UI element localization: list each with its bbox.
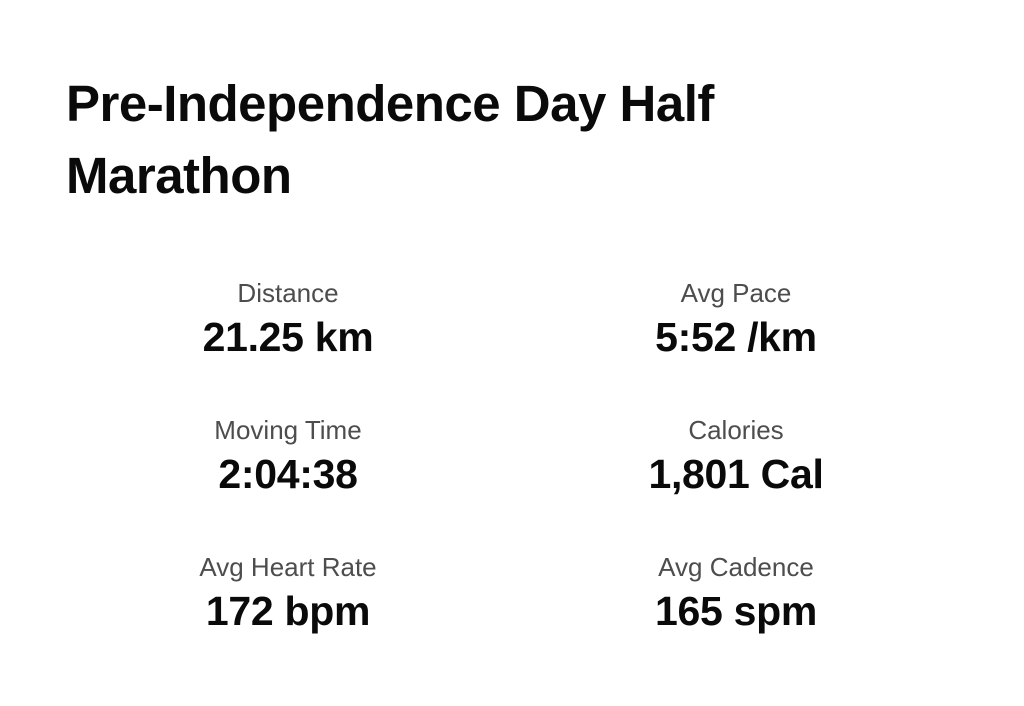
stat-value: 21.25 km xyxy=(202,314,374,360)
stat-avg-cadence: Avg Cadence 165 spm xyxy=(513,550,959,687)
stat-avg-heart-rate: Avg Heart Rate 172 bpm xyxy=(63,550,513,687)
stat-label: Moving Time xyxy=(214,415,362,445)
stat-avg-pace: Avg Pace 5:52 /km xyxy=(513,276,959,413)
stat-label: Avg Heart Rate xyxy=(199,552,377,582)
stat-label: Distance xyxy=(237,278,339,308)
stat-calories: Calories 1,801 Cal xyxy=(513,413,959,550)
stat-value: 1,801 Cal xyxy=(648,451,824,497)
stat-moving-time: Moving Time 2:04:38 xyxy=(63,413,513,550)
stat-label: Avg Cadence xyxy=(658,552,814,582)
stats-grid: Distance 21.25 km Avg Pace 5:52 /km Movi… xyxy=(63,276,959,687)
activity-title: Pre-Independence Day Half Marathon xyxy=(66,75,714,204)
stat-value: 172 bpm xyxy=(205,588,371,634)
stat-value: 2:04:38 xyxy=(218,451,358,497)
stat-value: 165 spm xyxy=(654,588,817,634)
stat-value: 5:52 /km xyxy=(655,314,817,360)
stat-distance: Distance 21.25 km xyxy=(63,276,513,413)
stat-label: Calories xyxy=(688,415,784,445)
stat-label: Avg Pace xyxy=(680,278,792,308)
